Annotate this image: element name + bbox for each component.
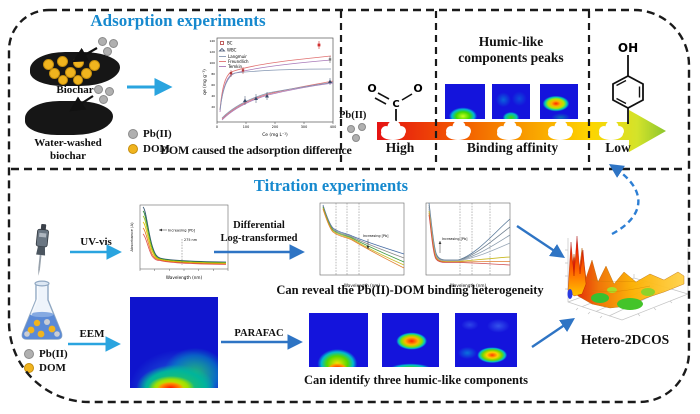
titration-legend-pb: Pb(II) xyxy=(24,348,68,360)
adsorption-section-title: Adsorption experiments xyxy=(90,11,266,30)
svg-text:400: 400 xyxy=(330,125,336,129)
isotherm-xlabel: Ce (mg L⁻¹) xyxy=(262,132,288,138)
dom-dot-icon xyxy=(73,57,84,68)
uvvis-annotation: Increasing [Pb] xyxy=(168,229,196,233)
humic-peak-thumbnail-3 xyxy=(540,84,578,119)
binding-affinity-label: Binding affinity xyxy=(466,140,559,155)
svg-text:140: 140 xyxy=(209,39,215,43)
pb-dot-icon xyxy=(352,134,360,142)
humic-peak-thumbnail-2 xyxy=(492,84,530,119)
differential-arrow-label: Differential Log-transformed xyxy=(220,220,298,244)
dom-dot-icon xyxy=(128,144,138,154)
pb-dot-icon xyxy=(347,125,355,133)
pb-dot-icon xyxy=(99,95,108,104)
parafac-arrow-label: PARAFAC xyxy=(234,328,284,339)
eem-arrow-label: EEM xyxy=(79,328,105,340)
logspec-annotation: Increasing [Pb] xyxy=(363,234,389,238)
uvvis-ylabel: Absorbance (A) xyxy=(129,222,134,252)
svg-text:300: 300 xyxy=(301,125,307,129)
parafac-component-1 xyxy=(309,313,368,367)
pb-dot-icon xyxy=(103,47,112,56)
humic-peak-thumbnail-1 xyxy=(445,84,485,119)
titration-section-title: Titration experiments xyxy=(253,176,409,195)
uvvis-arrow-label: UV-vis xyxy=(80,236,112,248)
parafac-component-3 xyxy=(455,313,517,367)
dom-dot-icon xyxy=(57,56,68,67)
svg-text:20: 20 xyxy=(211,105,215,109)
pb-dot-icon xyxy=(128,129,138,139)
high-label: High xyxy=(385,140,415,155)
pb-dot-icon xyxy=(109,39,118,48)
differential-spectra-chart: Increasing [Pb] Wavelength (nm) xyxy=(425,202,511,288)
svg-text:Temkin: Temkin xyxy=(227,64,243,69)
legend-pb: Pb(II) xyxy=(128,128,172,140)
washed-biochar-blob xyxy=(25,101,113,135)
flask-icon xyxy=(21,280,63,340)
titration-legend-dom: DOM xyxy=(24,362,66,374)
hetero-2dcos-surface-plot xyxy=(565,235,689,321)
svg-text:200: 200 xyxy=(272,125,278,129)
svg-text:BC: BC xyxy=(227,41,233,46)
svg-text:O: O xyxy=(413,82,422,95)
svg-text:0: 0 xyxy=(216,125,218,129)
humic-peaks-heading: Humic-like components peaks xyxy=(458,34,564,66)
svg-text:O: O xyxy=(367,82,376,95)
dom-dot-icon xyxy=(24,363,34,373)
eem-contour-plot xyxy=(130,297,218,388)
pb-dot-icon xyxy=(94,85,103,94)
pipette-icon xyxy=(35,224,49,276)
heterogeneity-caption: Can reveal the Pb(II)-DOM binding hetero… xyxy=(276,283,544,297)
svg-text:60: 60 xyxy=(211,83,215,87)
uvvis-xlabel: Wavelength (nm) xyxy=(166,275,203,280)
svg-text:OH: OH xyxy=(618,41,638,55)
washed-biochar-label: Water-washed biochar xyxy=(34,137,102,162)
isotherm-ylabel: qe (mg g⁻¹) xyxy=(202,69,208,95)
biochar-blob xyxy=(30,52,120,86)
parafac-component-2 xyxy=(382,313,439,367)
low-label: Low xyxy=(605,140,631,155)
hetero-2dcos-label: Hetero-2DCOS xyxy=(580,332,670,347)
components-caption: Can identify three humic-like components xyxy=(303,373,529,387)
svg-text:80: 80 xyxy=(211,72,215,76)
diffspec-annotation: Increasing [Pb] xyxy=(442,237,468,241)
log-transformed-chart: Increasing [Pb] Wavelength (nm) xyxy=(319,202,405,288)
pb-dot-icon xyxy=(24,349,34,359)
pb-dot-icon xyxy=(98,37,107,46)
phenol-structure: OH xyxy=(612,41,644,124)
pb-dot-icon xyxy=(105,87,114,96)
svg-text:100: 100 xyxy=(209,61,215,65)
adsorption-caption: DOM caused the adsorption difference xyxy=(160,143,352,157)
svg-text:100: 100 xyxy=(243,125,249,129)
uvvis-marker-label: 275 nm xyxy=(184,238,198,242)
svg-text:120: 120 xyxy=(209,50,215,54)
adsorption-isotherm-chart: BC WBC Langmuir Freundlich Temkin 0 100 … xyxy=(202,37,336,138)
svg-text:40: 40 xyxy=(211,94,215,98)
svg-text:WBC: WBC xyxy=(227,48,237,53)
